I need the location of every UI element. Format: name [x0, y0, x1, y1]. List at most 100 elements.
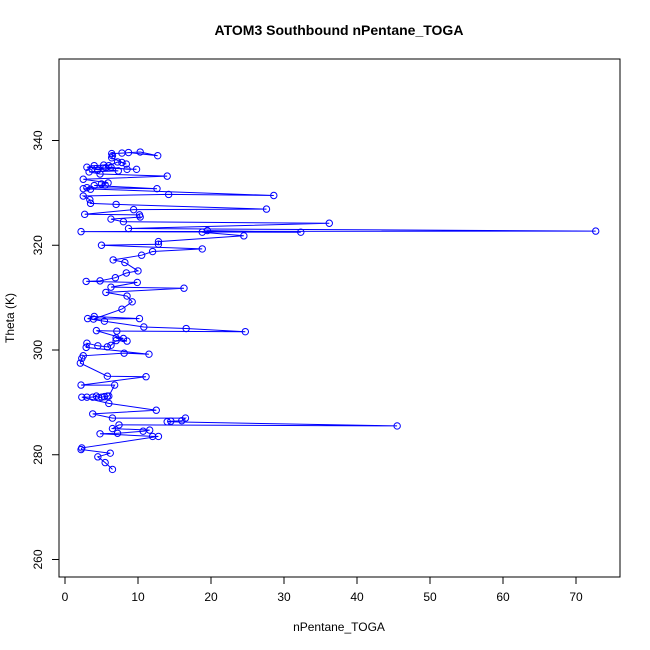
x-tick-label: 70: [569, 590, 583, 604]
data-point: [119, 334, 128, 343]
data-point: [270, 191, 278, 200]
data-point: [198, 245, 206, 253]
y-axis-label: Theta (K): [3, 293, 17, 343]
x-tick-label: 50: [423, 590, 437, 604]
data-point: [136, 148, 144, 156]
data-point: [105, 392, 113, 400]
data-point: [82, 343, 90, 352]
data-point: [90, 161, 98, 170]
x-tick-label: 40: [350, 590, 364, 604]
data-point: [112, 336, 120, 345]
data-point: [113, 327, 121, 335]
data-point: [124, 224, 133, 233]
data-point: [89, 315, 98, 323]
data-point: [325, 219, 333, 227]
data-point: [118, 305, 126, 313]
x-tick-label: 10: [131, 590, 145, 604]
data-point: [92, 392, 101, 400]
data-point: [137, 251, 146, 259]
data-point: [110, 381, 119, 389]
data-point: [105, 399, 113, 408]
data-point: [96, 170, 104, 178]
data-point: [96, 277, 104, 285]
data-point: [134, 267, 142, 275]
data-point: [108, 414, 117, 422]
data-point: [198, 228, 206, 236]
data-point: [142, 373, 150, 381]
data-point: [153, 184, 161, 193]
data-point: [114, 167, 122, 175]
y-axis: 260 280 300 320 340: [31, 130, 60, 570]
data-point: [145, 426, 154, 434]
data-point: [393, 422, 401, 430]
data-point: [83, 163, 91, 171]
y-tick-label: 300: [31, 340, 45, 360]
data-point: [135, 211, 144, 219]
y-tick-label: 320: [31, 235, 45, 255]
data-point: [121, 258, 129, 267]
x-tick-label: 0: [62, 590, 69, 604]
data-point: [100, 392, 109, 401]
data-point: [108, 149, 116, 158]
x-axis: 0 10 20 30 40 50 60 70: [62, 576, 583, 604]
data-point: [94, 166, 102, 174]
data-point: [107, 341, 115, 349]
data-point: [152, 406, 160, 414]
data-point: [89, 410, 97, 418]
data-point: [182, 324, 190, 333]
data-series: [76, 148, 600, 474]
data-point: [154, 237, 163, 246]
data-point: [77, 227, 85, 236]
data-point: [83, 314, 92, 323]
data-point: [124, 148, 133, 157]
data-point: [92, 326, 101, 335]
data-point: [122, 269, 131, 277]
data-point: [180, 284, 188, 292]
data-point: [79, 192, 87, 200]
data-point: [102, 288, 110, 297]
data-point: [107, 283, 115, 291]
data-point: [94, 453, 102, 461]
data-point: [113, 429, 122, 437]
data-point: [82, 277, 90, 286]
series-line: [79, 151, 596, 470]
data-point: [132, 165, 141, 174]
data-point: [262, 205, 271, 213]
data-point: [111, 274, 120, 282]
data-point: [592, 227, 600, 235]
data-point: [76, 359, 85, 367]
data-point: [140, 323, 148, 331]
data-point: [79, 175, 87, 183]
data-point: [103, 343, 112, 351]
data-point: [148, 247, 157, 256]
data-point: [79, 184, 87, 193]
data-point: [103, 372, 112, 380]
data-point: [163, 172, 171, 180]
data-point: [113, 158, 122, 166]
data-point: [108, 465, 117, 474]
data-point: [154, 432, 163, 441]
data-point: [83, 183, 91, 192]
data-point: [109, 256, 117, 264]
data-point: [119, 217, 128, 226]
data-point: [148, 432, 157, 441]
data-point: [94, 342, 102, 350]
data-point: [164, 190, 173, 199]
data-point: [154, 240, 163, 248]
chart-title: ATOM3 Southbound nPentane_TOGA: [215, 22, 464, 38]
data-point: [163, 418, 171, 426]
x-axis-label: nPentane_TOGA: [293, 620, 385, 634]
data-point: [79, 352, 87, 360]
x-tick-label: 20: [204, 590, 218, 604]
data-point: [106, 449, 114, 457]
data-point: [86, 195, 94, 204]
data-point: [118, 158, 126, 167]
data-point: [97, 241, 106, 249]
data-point: [90, 181, 98, 190]
data-point: [129, 205, 138, 214]
y-tick-label: 340: [31, 130, 45, 150]
data-point: [107, 215, 115, 223]
data-point: [77, 381, 85, 389]
